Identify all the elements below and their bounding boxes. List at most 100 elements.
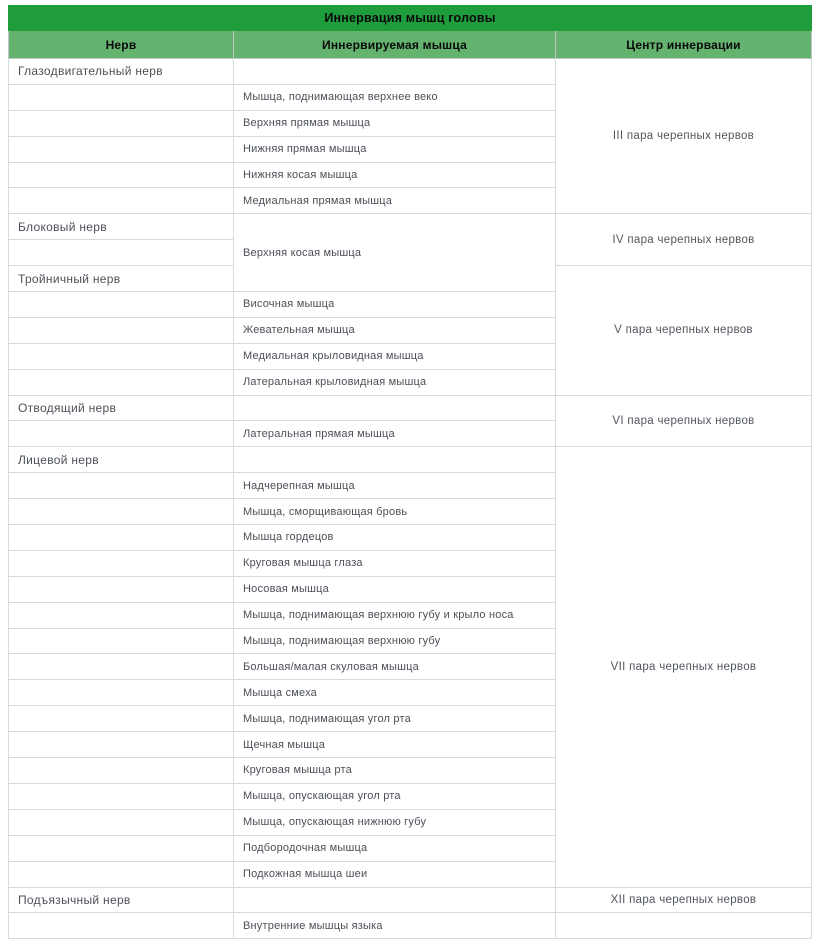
- muscle-cell: Латеральная крыловидная мышца: [233, 368, 556, 396]
- empty-cell: [8, 498, 234, 526]
- table-row: Блоковый нерв Верхняя косая мышца IV пар…: [8, 213, 812, 293]
- empty-cell: [8, 782, 234, 810]
- muscle-cell: Нижняя прямая мышца: [233, 135, 556, 163]
- nerve-cell: Тройничный нерв: [8, 265, 234, 293]
- table-row: Подъязычный нерв XII пара черепных нерво…: [8, 886, 812, 914]
- empty-cell: [233, 446, 556, 474]
- center-cell: V пара черепных нервов: [555, 265, 812, 396]
- table-title: Иннервация мышц головы: [8, 5, 812, 31]
- muscle-cell: Медиальная прямая мышца: [233, 187, 556, 215]
- muscle-cell: Круговая мышца рта: [233, 757, 556, 784]
- table-row: Круговая мышца глаза: [8, 549, 812, 577]
- table-row: Носовая мышца: [8, 575, 812, 603]
- table-row: Мышца, поднимающая угол рта: [8, 705, 812, 733]
- empty-cell: [8, 187, 234, 215]
- muscle-cell: Мышца, поднимающая угол рта: [233, 705, 556, 733]
- empty-cell: [8, 653, 234, 681]
- muscle-cell: Мышца, опускающая угол рта: [233, 782, 556, 810]
- muscle-cell: Мышца гордецов: [233, 524, 556, 551]
- innervation-table: Иннервация мышц головы Нерв Иннервируема…: [8, 5, 812, 939]
- empty-cell: [233, 886, 556, 914]
- table-row: Подбородочная мышца: [8, 834, 812, 862]
- nerve-cell: Подъязычный нерв: [8, 886, 234, 914]
- empty-cell: [8, 601, 234, 629]
- muscle-cell: Надчерепная мышца: [233, 472, 556, 500]
- muscle-cell: Медиальная крыловидная мышца: [233, 342, 556, 370]
- empty-cell: [8, 135, 234, 163]
- table-row: Большая/малая скуловая мышца: [8, 653, 812, 681]
- empty-cell: [8, 731, 234, 759]
- table-row: [8, 239, 812, 267]
- empty-cell: [8, 912, 234, 939]
- muscle-cell: Верхняя косая мышца: [233, 213, 556, 293]
- table-row: Надчерепная мышца: [8, 472, 812, 500]
- muscle-cell: Подкожная мышца шеи: [233, 860, 556, 888]
- empty-cell: [8, 524, 234, 551]
- table-header-row: Нерв Иннервируемая мышца Центр иннерваци…: [8, 30, 812, 59]
- table-row: Нижняя прямая мышца: [8, 135, 812, 163]
- muscle-cell: Мышца, поднимающая верхнее веко: [233, 83, 556, 111]
- table-row: Внутренние мышцы языка: [8, 912, 812, 939]
- table-row: Верхняя прямая мышца: [8, 109, 812, 137]
- muscle-cell: Нижняя косая мышца: [233, 161, 556, 189]
- empty-cell: [8, 239, 234, 267]
- empty-cell: [8, 109, 234, 137]
- table-row: Латеральная крыловидная мышца: [8, 368, 812, 396]
- muscle-cell: Мышца, опускающая нижнюю губу: [233, 808, 556, 836]
- muscle-cell: Мышца, поднимающая верхнюю губу и крыло …: [233, 601, 556, 629]
- empty-cell: [8, 860, 234, 888]
- muscle-cell: Большая/малая скуловая мышца: [233, 653, 556, 681]
- muscle-cell: Жевательная мышца: [233, 316, 556, 344]
- table-title-row: Иннервация мышц головы: [8, 5, 812, 31]
- empty-cell: [8, 834, 234, 862]
- table-row: Мышца, сморщивающая бровь: [8, 498, 812, 526]
- muscle-cell: Круговая мышца глаза: [233, 549, 556, 577]
- center-cell: VII пара черепных нервов: [555, 446, 812, 888]
- table-row: Глазодвигательный нерв III пара черепных…: [8, 57, 812, 215]
- muscle-cell: Щечная мышца: [233, 731, 556, 759]
- column-header-center: Центр иннервации: [555, 30, 812, 59]
- empty-cell: [8, 757, 234, 784]
- empty-cell: [8, 83, 234, 111]
- empty-cell: [8, 368, 234, 396]
- center-cell: III пара черепных нервов: [555, 57, 812, 215]
- empty-cell: [8, 291, 234, 318]
- table-row: Мышца, поднимающая верхнюю губу: [8, 627, 812, 655]
- empty-cell: [8, 575, 234, 603]
- empty-cell: [8, 316, 234, 344]
- empty-cell: [8, 705, 234, 733]
- empty-cell: [8, 627, 234, 655]
- empty-cell: [8, 808, 234, 836]
- muscle-cell: Мышца, сморщивающая бровь: [233, 498, 556, 526]
- muscle-cell: Верхняя прямая мышца: [233, 109, 556, 137]
- center-cell: IV пара черепных нервов: [555, 213, 812, 267]
- muscle-cell: Мышца, поднимающая верхнюю губу: [233, 627, 556, 655]
- muscle-cell: Носовая мышца: [233, 575, 556, 603]
- empty-cell: [8, 161, 234, 189]
- empty-cell: [8, 472, 234, 500]
- column-header-nerve: Нерв: [8, 30, 234, 59]
- column-header-muscle: Иннервируемая мышца: [233, 30, 556, 59]
- table-row: Тройничный нерв V пара черепных нервов: [8, 265, 812, 396]
- table-row: Лицевой нерв VII пара черепных нервов: [8, 446, 812, 888]
- empty-cell: [8, 420, 234, 448]
- nerve-cell: Лицевой нерв: [8, 446, 234, 474]
- muscle-cell: Мышца смеха: [233, 679, 556, 707]
- nerve-cell: Отводящий нерв: [8, 394, 234, 422]
- center-cell: VI пара черепных нервов: [555, 394, 812, 448]
- table-row: Медиальная прямая мышца: [8, 187, 812, 215]
- table-row: Височная мышца: [8, 291, 812, 318]
- empty-cell: [8, 549, 234, 577]
- empty-cell: [233, 394, 556, 422]
- empty-cell: [233, 58, 556, 85]
- table-row: Отводящий нерв VI пара черепных нервов: [8, 394, 812, 448]
- table-row: Щечная мышца: [8, 731, 812, 759]
- nerve-cell: Глазодвигательный нерв: [8, 58, 234, 85]
- muscle-cell: Подбородочная мышца: [233, 834, 556, 862]
- nerve-cell: Блоковый нерв: [8, 213, 234, 241]
- table-row: Мышца, опускающая угол рта: [8, 782, 812, 810]
- empty-cell: [8, 679, 234, 707]
- table-row: Жевательная мышца: [8, 316, 812, 344]
- empty-cell: [8, 342, 234, 370]
